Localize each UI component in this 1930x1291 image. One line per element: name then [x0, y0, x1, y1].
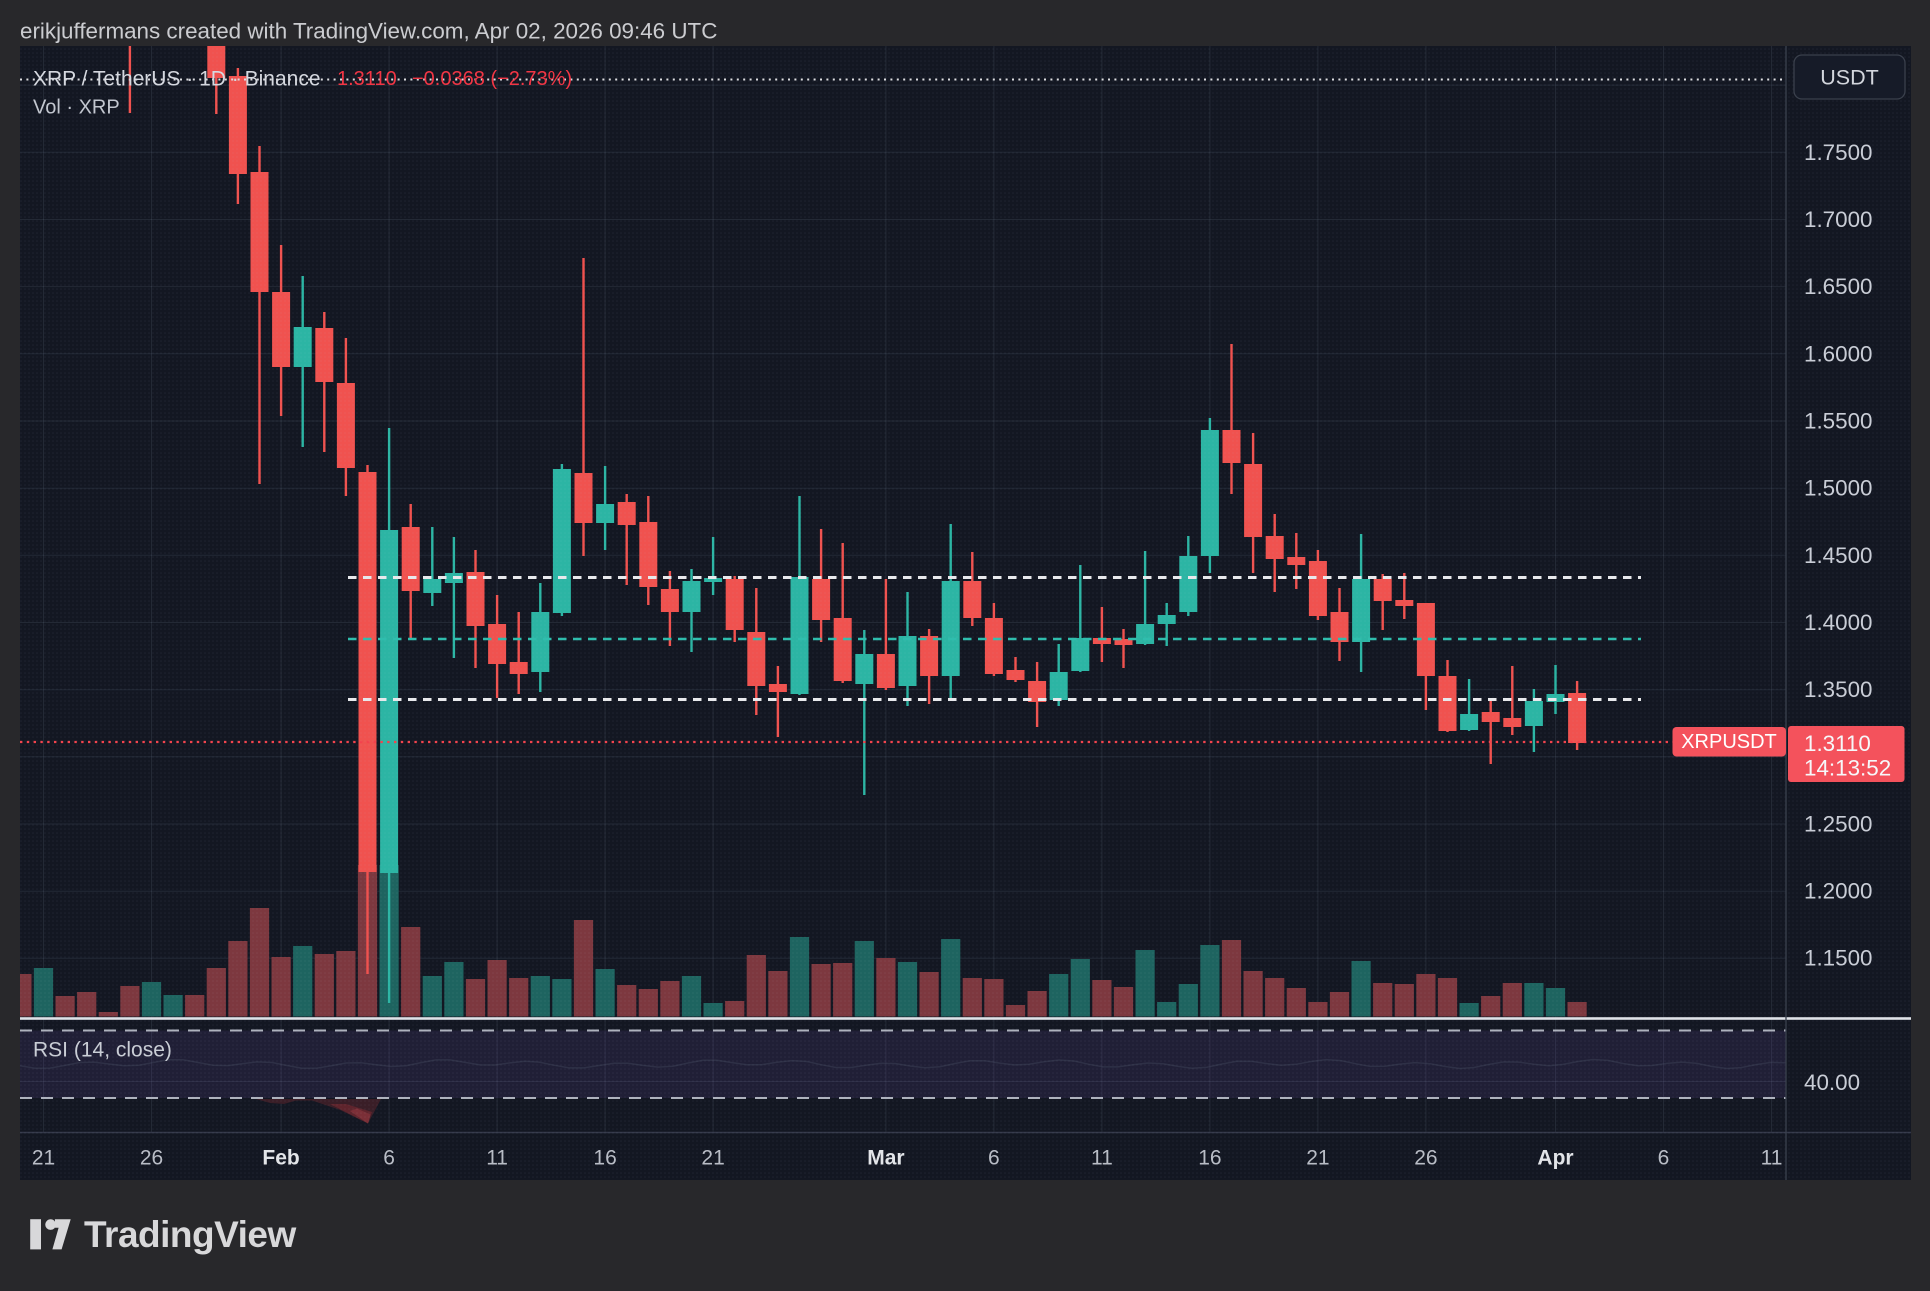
- svg-text:1.3110: 1.3110: [337, 68, 397, 90]
- svg-text:1.1500: 1.1500: [1804, 946, 1872, 971]
- svg-text:erikjuffermans created with Tr: erikjuffermans created with TradingView.…: [20, 19, 717, 44]
- svg-text:1.2500: 1.2500: [1804, 812, 1872, 837]
- svg-text:Apr: Apr: [1537, 1147, 1573, 1170]
- svg-text:1.4500: 1.4500: [1804, 543, 1872, 568]
- svg-text:USDT: USDT: [1820, 66, 1879, 90]
- svg-text:14:13:52: 14:13:52: [1804, 756, 1891, 781]
- svg-text:XRP / TetherUS · 1D · Binance: XRP / TetherUS · 1D · Binance: [33, 68, 321, 91]
- svg-text:1.6500: 1.6500: [1804, 274, 1872, 299]
- svg-text:XRPUSDT: XRPUSDT: [1681, 731, 1777, 753]
- svg-text:1.4000: 1.4000: [1804, 610, 1872, 635]
- svg-text:Feb: Feb: [262, 1147, 299, 1170]
- svg-text:Vol · XRP: Vol · XRP: [33, 97, 120, 119]
- svg-text:21: 21: [701, 1147, 724, 1170]
- svg-text:6: 6: [1658, 1147, 1670, 1170]
- svg-text:1.5500: 1.5500: [1804, 409, 1872, 434]
- svg-text:RSI (14, close): RSI (14, close): [33, 1039, 172, 1062]
- svg-text:1.6000: 1.6000: [1804, 341, 1872, 366]
- svg-text:16: 16: [593, 1147, 616, 1170]
- svg-text:11: 11: [1761, 1147, 1783, 1170]
- svg-text:1.3500: 1.3500: [1804, 677, 1872, 702]
- svg-text:TradingView: TradingView: [84, 1214, 296, 1255]
- svg-text:16: 16: [1198, 1147, 1221, 1170]
- svg-text:6: 6: [383, 1147, 395, 1170]
- svg-text:1.3110: 1.3110: [1804, 731, 1871, 756]
- svg-text:6: 6: [988, 1147, 1000, 1170]
- svg-text:1.7500: 1.7500: [1804, 140, 1872, 165]
- svg-text:1.2000: 1.2000: [1804, 879, 1872, 904]
- svg-text:1.7000: 1.7000: [1804, 207, 1872, 232]
- svg-text:11: 11: [1091, 1147, 1113, 1170]
- svg-text:40.00: 40.00: [1804, 1070, 1860, 1095]
- svg-text:26: 26: [140, 1147, 163, 1170]
- svg-text:26: 26: [1414, 1147, 1437, 1170]
- svg-text:1.5000: 1.5000: [1804, 476, 1872, 501]
- svg-text:21: 21: [1306, 1147, 1329, 1170]
- svg-text:Mar: Mar: [867, 1147, 904, 1170]
- svg-text:−0.0368 (−2.73%): −0.0368 (−2.73%): [412, 68, 572, 90]
- svg-text:11: 11: [486, 1147, 508, 1170]
- svg-text:21: 21: [32, 1147, 55, 1170]
